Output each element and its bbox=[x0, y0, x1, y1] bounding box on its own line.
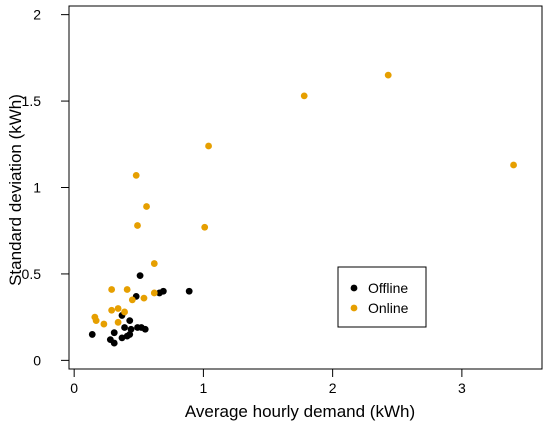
y-tick-label: 0 bbox=[33, 352, 41, 368]
x-tick-label: 3 bbox=[458, 380, 466, 396]
data-point-online bbox=[205, 142, 212, 150]
data-point-online bbox=[121, 308, 128, 316]
data-point-online bbox=[150, 260, 158, 267]
data-point-offline bbox=[141, 325, 149, 333]
y-tick-label: 0.5 bbox=[22, 266, 42, 282]
data-point-online bbox=[143, 203, 150, 210]
data-point-offline bbox=[127, 325, 135, 333]
x-axis-label: Average hourly demand (kWh) bbox=[185, 402, 415, 421]
x-tick-label: 2 bbox=[329, 380, 337, 396]
data-point-offline bbox=[110, 339, 118, 347]
axes-layer: 0 0.5 1 1.5 2 0 1 2 3 bbox=[22, 5, 543, 396]
data-point-online bbox=[150, 289, 158, 297]
x-tick-label: 1 bbox=[200, 380, 208, 396]
data-point-online bbox=[114, 305, 122, 312]
data-point-online bbox=[114, 318, 122, 326]
data-point-online bbox=[201, 223, 209, 231]
data-point-offline bbox=[88, 331, 96, 338]
data-point-online bbox=[300, 92, 308, 100]
data-point-online bbox=[384, 71, 392, 79]
legend-marker-online bbox=[350, 304, 358, 312]
data-point-offline bbox=[136, 272, 144, 280]
data-point-online bbox=[92, 317, 100, 324]
data-point-online bbox=[140, 294, 148, 302]
data-point-offline bbox=[118, 334, 126, 342]
data-point-online bbox=[123, 286, 131, 293]
data-point-online bbox=[132, 172, 140, 179]
legend-label-offline: Offline bbox=[368, 280, 408, 296]
plot-frame bbox=[68, 5, 543, 370]
y-tick-label: 2 bbox=[33, 7, 41, 23]
data-point-offline bbox=[159, 287, 167, 295]
legend-box bbox=[337, 266, 427, 328]
y-tick-label: 1.5 bbox=[22, 93, 42, 109]
data-point-offline bbox=[185, 287, 193, 295]
points-layer bbox=[88, 71, 517, 347]
x-tick-label: 0 bbox=[70, 380, 78, 396]
y-axis-label: Standard deviation (kWh) bbox=[6, 94, 25, 286]
legend-label-online: Online bbox=[368, 300, 409, 316]
data-point-online bbox=[510, 161, 517, 169]
data-point-offline bbox=[110, 329, 118, 337]
data-point-online bbox=[128, 296, 136, 304]
data-point-online bbox=[108, 286, 116, 293]
data-point-online bbox=[108, 306, 116, 314]
legend-marker-offline bbox=[350, 284, 358, 292]
data-point-online bbox=[100, 320, 108, 328]
data-point-offline bbox=[121, 324, 128, 331]
data-point-offline bbox=[126, 331, 134, 338]
legend: Offline Online bbox=[337, 266, 427, 328]
data-point-online bbox=[134, 222, 141, 229]
y-tick-label: 1 bbox=[33, 180, 41, 196]
data-point-offline bbox=[126, 317, 134, 324]
